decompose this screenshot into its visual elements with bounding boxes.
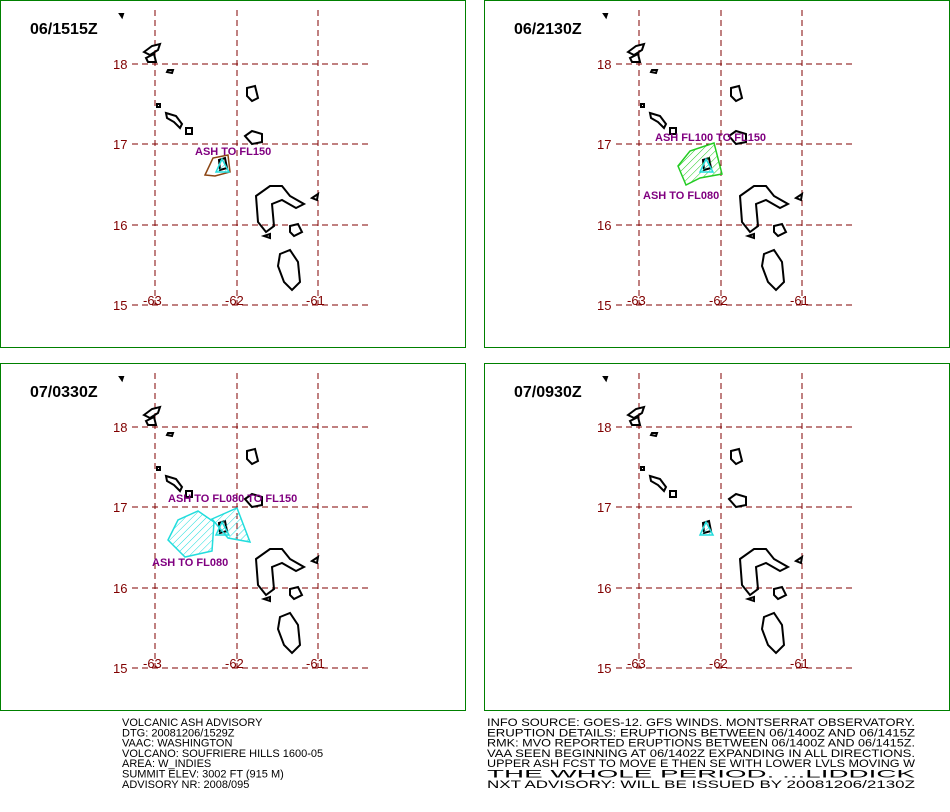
advisory-line: VAA SEEN BEGINNING AT 06/1402Z EXPANDING… — [487, 748, 915, 760]
coastline — [119, 376, 319, 654]
valid-time: 07/0930Z — [514, 384, 582, 401]
latitude-label: 18 — [113, 57, 127, 72]
longitude-label: -61 — [790, 293, 809, 308]
volcano-ash-cloud — [214, 520, 231, 536]
ash-area — [167, 510, 215, 558]
advisory-line: SUMMIT ELEV: 3002 FT (915 M) — [122, 769, 284, 781]
latitude-label: 17 — [597, 137, 611, 152]
longitude-label: -61 — [306, 656, 325, 671]
longitude-label: -63 — [143, 656, 162, 671]
map-panel: 18 17 16 15 -63 -62 -61 07/0930Z — [484, 363, 950, 711]
advisory-line: RMK: MVO REPORTED ERUPTIONS BETWEEN 06/1… — [487, 738, 915, 750]
coastline — [603, 376, 803, 654]
latitude-label: 16 — [113, 218, 127, 233]
ash-label: ASH FL100 TO FL150 — [655, 132, 766, 144]
advisory-line: ERUPTION DETAILS: ERUPTIONS BETWEEN 06/1… — [487, 727, 915, 739]
advisory-line: NXT ADVISORY: WILL BE ISSUED BY 20081206… — [487, 779, 915, 791]
valid-time: 06/1515Z — [30, 21, 98, 38]
latitude-label: 15 — [597, 661, 611, 676]
advisory-line: VAAC: WASHINGTON — [122, 738, 232, 750]
valid-time: 06/2130Z — [514, 21, 582, 38]
longitude-label: -62 — [225, 293, 244, 308]
advisory-line: AREA: W_INDIES — [122, 758, 211, 770]
advisory-line: ADVISORY NR: 2008/095 — [122, 779, 249, 791]
map-panel: 18 17 16 15 -63 -62 -61 06/2130Z ASH FL100 TO FL… — [484, 0, 950, 348]
advisory-line: THE WHOLE PERIOD. ...LIDDICK — [487, 769, 917, 781]
latitude-label: 15 — [597, 298, 611, 313]
longitude-label: -63 — [627, 656, 646, 671]
valid-time: 07/0330Z — [30, 384, 98, 401]
latitude-label: 16 — [597, 218, 611, 233]
longitude-label: -63 — [627, 293, 646, 308]
latitude-label: 18 — [597, 57, 611, 72]
map-panel: 18 17 16 15 -63 -62 -61 07/0330Z ASH TO FL080 TO… — [0, 363, 466, 711]
latitude-label: 16 — [597, 581, 611, 596]
longitude-label: -62 — [709, 656, 728, 671]
ash-label: ASH TO FL150 — [195, 146, 271, 158]
latitude-label: 18 — [113, 420, 127, 435]
volcano-ash-cloud — [698, 520, 715, 536]
longitude-label: -61 — [306, 293, 325, 308]
longitude-label: -61 — [790, 656, 809, 671]
panel-border — [0, 0, 466, 348]
ash-label: ASH TO FL080 — [643, 190, 719, 202]
ash-area — [677, 142, 723, 187]
panel-border — [0, 363, 466, 711]
longitude-label: -62 — [709, 293, 728, 308]
ash-area — [203, 154, 231, 177]
ash-label: ASH TO FL080 TO FL150 — [168, 493, 297, 505]
volcano-ash-cloud — [698, 157, 715, 173]
latitude-label: 17 — [113, 500, 127, 515]
advisory-line: INFO SOURCE: GOES-12. GFS WINDS. MONTSER… — [487, 717, 915, 729]
advisory-line: VOLCANIC ASH ADVISORY — [122, 717, 263, 729]
latitude-label: 16 — [113, 581, 127, 596]
latitude-label: 18 — [597, 420, 611, 435]
latitude-label: 15 — [113, 661, 127, 676]
latitude-label: 17 — [113, 137, 127, 152]
longitude-label: -62 — [225, 656, 244, 671]
ash-label: ASH TO FL080 — [152, 557, 228, 569]
map-panel: 18 17 16 15 -63 -62 -61 06/1515Z ASH TO FL150 — [0, 0, 466, 348]
ash-area — [210, 506, 252, 543]
latitude-label: 17 — [597, 500, 611, 515]
advisory-line: VOLCANO: SOUFRIERE HILLS 1600-05 — [122, 748, 323, 760]
longitude-label: -63 — [143, 293, 162, 308]
advisory-line: UPPER ASH FCST TO MOVE E THEN SE WITH LO… — [487, 758, 916, 770]
advisory-line: DTG: 20081206/1529Z — [122, 727, 235, 739]
latitude-label: 15 — [113, 298, 127, 313]
volcano-ash-cloud — [214, 157, 231, 173]
